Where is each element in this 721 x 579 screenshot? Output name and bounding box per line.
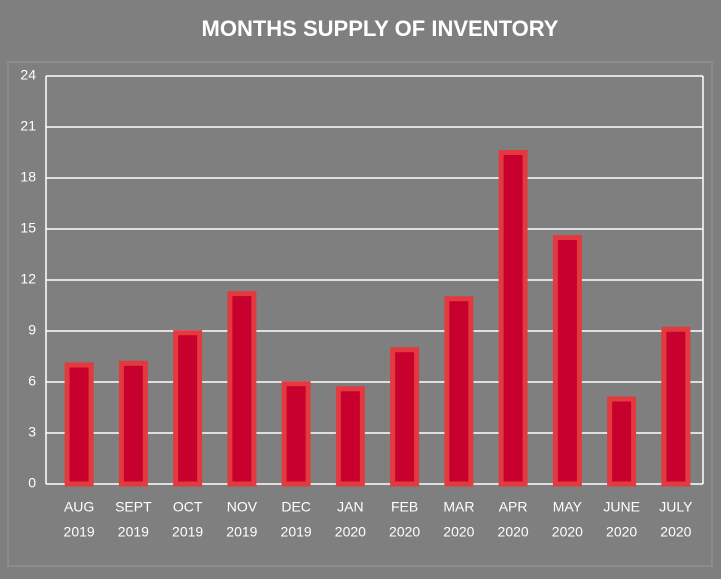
- bar: [498, 150, 528, 487]
- y-tick-label: 9: [28, 322, 36, 338]
- x-tick-label: JUNE: [603, 499, 640, 515]
- chart-frame: [7, 61, 713, 567]
- x-tick-label: NOV: [227, 499, 258, 515]
- y-tick-label: 15: [20, 220, 36, 236]
- x-tick-label: 2019: [172, 524, 203, 540]
- x-tick-label: 2019: [118, 524, 149, 540]
- x-tick-label: 2019: [281, 524, 312, 540]
- bar: [227, 291, 257, 487]
- x-tick-label: 2020: [660, 524, 691, 540]
- x-tick-label: 2020: [443, 524, 474, 540]
- x-tick-label: OCT: [173, 499, 203, 515]
- x-tick-label: JULY: [659, 499, 693, 515]
- bar: [173, 330, 203, 487]
- bar: [607, 396, 637, 487]
- bar: [390, 347, 420, 487]
- y-tick-label: 21: [20, 118, 36, 134]
- x-tick-label: AUG: [64, 499, 94, 515]
- y-tick-label: 6: [28, 373, 36, 389]
- x-tick-label: 2020: [552, 524, 583, 540]
- bar: [552, 235, 582, 487]
- bar: [281, 381, 311, 487]
- chart-title: MONTHS SUPPLY OF INVENTORY: [202, 16, 559, 41]
- x-tick-label: 2019: [64, 524, 95, 540]
- bar: [335, 386, 365, 487]
- y-tick-label: 24: [20, 67, 36, 83]
- bar: [444, 296, 474, 487]
- y-tick-label: 18: [20, 169, 36, 185]
- x-tick-label: APR: [499, 499, 528, 515]
- x-tick-label: JAN: [337, 499, 363, 515]
- x-tick-label: 2019: [226, 524, 257, 540]
- y-tick-label: 0: [28, 475, 36, 491]
- x-tick-label: 2020: [498, 524, 529, 540]
- x-tick-label: 2020: [389, 524, 420, 540]
- x-tick-label: MAR: [443, 499, 474, 515]
- y-tick-label: 3: [28, 424, 36, 440]
- bar: [118, 360, 148, 487]
- x-tick-label: SEPT: [115, 499, 152, 515]
- x-tick-label: DEC: [281, 499, 311, 515]
- x-tick-label: 2020: [606, 524, 637, 540]
- y-tick-label: 12: [20, 271, 36, 287]
- bar: [64, 362, 94, 487]
- x-tick-label: FEB: [391, 499, 418, 515]
- x-tick-label: MAY: [553, 499, 583, 515]
- bar: [661, 326, 691, 487]
- x-tick-label: 2020: [335, 524, 366, 540]
